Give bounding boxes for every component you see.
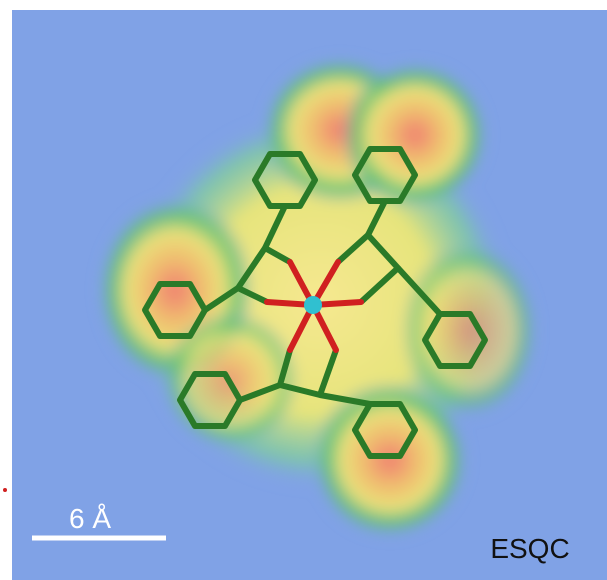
dot <box>3 488 7 492</box>
molecule-image: 6 Å ESQC <box>0 0 607 580</box>
page: 6 Å ESQC (() => { const data = JSON.pars… <box>0 0 607 580</box>
watermark: ESQC <box>490 533 569 564</box>
scale-label: 6 Å <box>69 503 111 534</box>
